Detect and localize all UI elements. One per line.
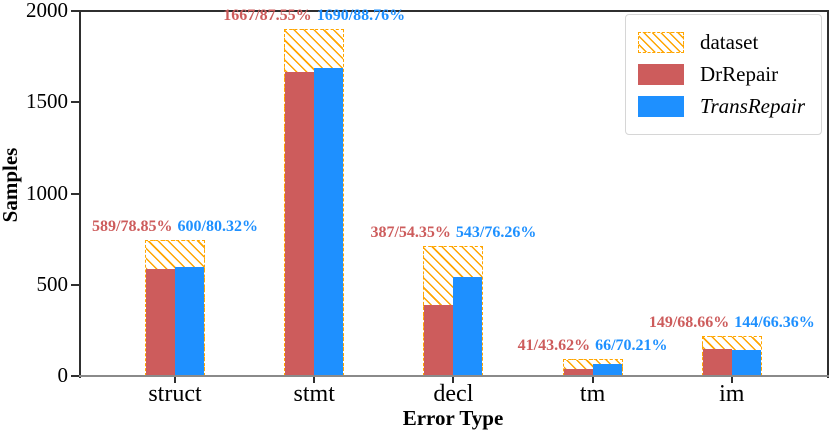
legend-label-dataset: dataset — [699, 30, 759, 54]
annotation-tm: 41/43.62% 66/70.21% — [518, 337, 668, 355]
x-tick-stmt — [313, 377, 316, 383]
transrepair-color-swatch — [637, 96, 684, 117]
annotation-transrepair-value: 66/70.21% — [595, 336, 668, 354]
annotation-drrepair-value: 589/78.85% — [92, 217, 173, 235]
y-tick-label-500: 500 — [36, 271, 69, 296]
x-tick-im — [730, 377, 733, 383]
legend-item-dataset: dataset — [637, 30, 805, 55]
y-tick-label-0: 0 — [57, 363, 69, 387]
annotation-drrepair-value: 387/54.35% — [370, 224, 451, 242]
dataset-hatch-swatch — [637, 32, 684, 53]
annotation-transrepair-value: 144/66.36% — [734, 314, 815, 332]
legend-label-transrepair: TransRepair — [699, 94, 805, 118]
bottom-spine — [79, 375, 829, 377]
y-tick-label-1000: 1000 — [26, 180, 68, 205]
x-tick-label-decl: decl — [433, 381, 474, 407]
y-tick-0 — [71, 375, 79, 377]
x-tick-label-tm: tm — [579, 381, 606, 407]
legend: dataset DrRepair TransRepair — [624, 14, 822, 135]
annotation-transrepair-value: 600/80.32% — [177, 217, 258, 235]
legend-item-transrepair: TransRepair — [637, 94, 805, 119]
bar-drrepair-stmt — [285, 71, 315, 376]
bar-transrepair-stmt — [314, 67, 344, 376]
annotation-drrepair-value: 41/43.62% — [517, 336, 591, 354]
y-tick-1000 — [71, 192, 79, 195]
x-tick-label-struct: struct — [148, 381, 202, 407]
y-tick-2000 — [71, 10, 79, 12]
y-tick-label-1500: 1500 — [26, 89, 68, 114]
bar-drrepair-struct — [146, 268, 175, 376]
x-tick-decl — [452, 377, 455, 383]
annotation-decl: 387/54.35% 543/76.26% — [370, 224, 536, 242]
left-spine — [79, 10, 81, 378]
x-tick-struct — [174, 377, 176, 383]
x-axis-title: Error Type — [402, 406, 504, 430]
y-tick-1500 — [71, 101, 79, 104]
legend-item-drrepair: DrRepair — [637, 62, 805, 87]
right-spine — [827, 10, 829, 378]
x-tick-tm — [591, 377, 594, 383]
bar-transrepair-decl — [453, 276, 483, 376]
annotation-struct: 589/78.85% 600/80.32% — [92, 218, 258, 236]
y-tick-500 — [71, 283, 79, 286]
annotation-im: 149/68.66% 144/66.36% — [649, 314, 815, 332]
annotation-transrepair-value: 1690/88.76% — [316, 6, 406, 24]
drrepair-color-swatch — [637, 64, 684, 85]
bar-transrepair-tm — [592, 364, 622, 376]
bar-transrepair-struct — [175, 266, 204, 376]
bar-drrepair-im — [702, 348, 732, 376]
annotation-transrepair-value: 543/76.26% — [455, 224, 537, 242]
bar-transrepair-im — [731, 349, 761, 376]
annotation-stmt: 1667/87.55% 1690/88.76% — [223, 7, 405, 25]
legend-label-drrepair: DrRepair — [699, 62, 779, 86]
plot-area: dataset DrRepair TransRepair 589/78.85% 6… — [80, 7, 827, 376]
y-tick-label-2000: 2000 — [26, 0, 68, 22]
annotation-drrepair-value: 1667/87.55% — [223, 6, 312, 24]
bar-drrepair-tm — [563, 368, 593, 376]
top-spine — [79, 10, 829, 12]
bar-drrepair-decl — [424, 305, 454, 376]
annotation-drrepair-value: 149/68.66% — [648, 314, 730, 332]
x-tick-label-im: im — [719, 381, 745, 407]
x-tick-label-stmt: stmt — [293, 381, 335, 407]
